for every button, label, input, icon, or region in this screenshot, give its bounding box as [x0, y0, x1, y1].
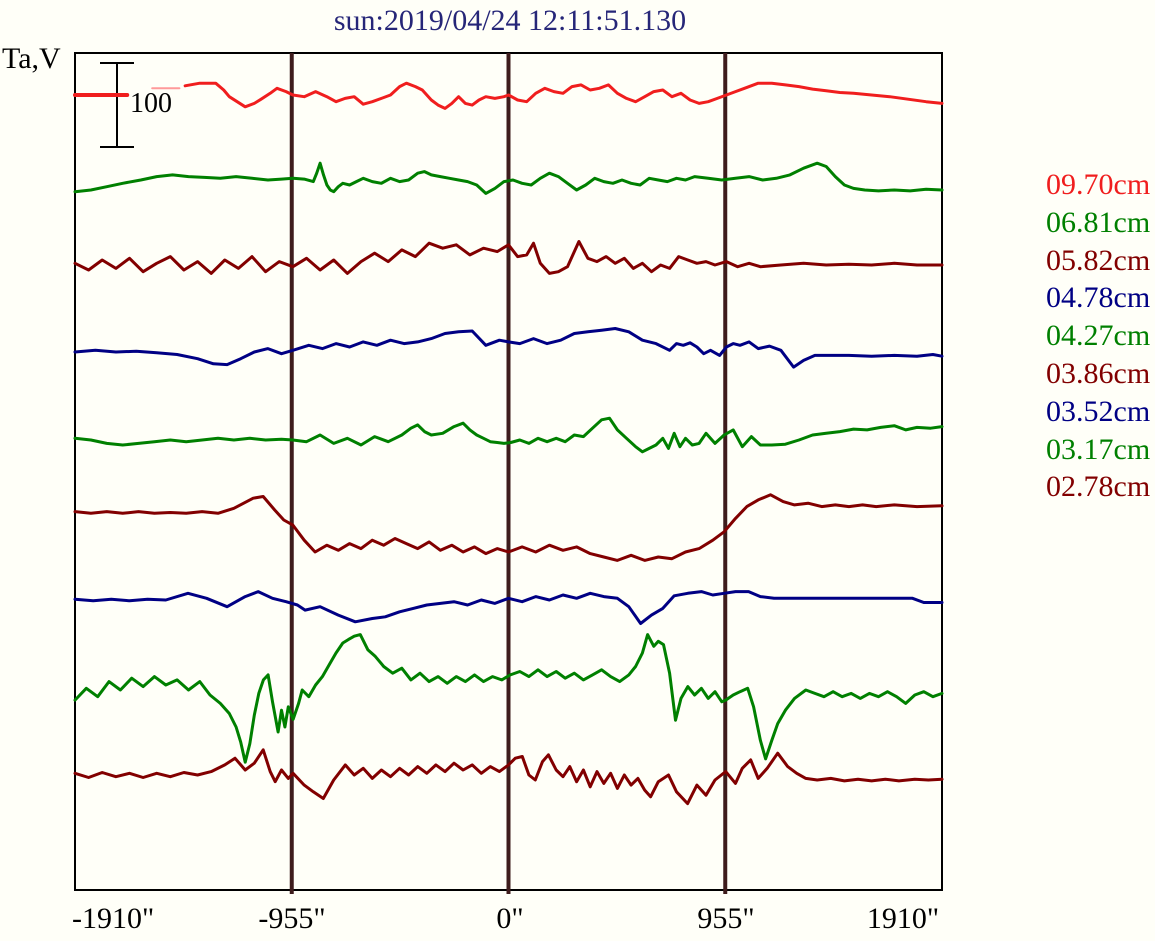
trace-03.52cm: [73, 590, 944, 625]
legend-item-wavelength: 06.81cm: [1046, 205, 1151, 239]
trace-09.70cm: [183, 81, 944, 110]
legend-item-wavelength: 09.70cm: [1046, 168, 1151, 201]
scale-bar-label: 100: [130, 88, 172, 119]
legend-item-wavelength: 03.17cm: [1046, 432, 1151, 466]
wavelength-legend: 09.70cm 06.81cm 05.82cm 04.78cm 04.27cm …: [1046, 166, 1150, 506]
legend-item-wavelength: 04.78cm: [1046, 281, 1151, 315]
trace-05.82cm: [73, 240, 944, 275]
x-tick-label-1910: 1910": [866, 902, 940, 935]
legend-item-wavelength: 02.78cm: [1046, 470, 1151, 504]
legend-item-wavelength: 04.27cm: [1046, 319, 1151, 353]
trace-03.17cm: [73, 633, 944, 764]
trace-06.81cm: [73, 161, 944, 195]
plot-title: sun:2019/04/24 12:11:51.130: [333, 4, 687, 37]
x-tick-label-neg955: -955": [258, 902, 326, 935]
legend-item-wavelength: 05.82cm: [1046, 243, 1151, 277]
legend-item-wavelength: 03.86cm: [1046, 356, 1151, 390]
y-axis-label: Ta,V: [2, 42, 61, 75]
x-tick-label-955: 955": [697, 902, 755, 935]
trace-04.27cm: [73, 416, 944, 454]
legend-item-wavelength: 03.52cm: [1046, 394, 1151, 428]
trace-04.78cm: [73, 327, 944, 369]
x-tick-label-neg1910: -1910": [72, 902, 155, 935]
trace-02.78cm: [73, 748, 944, 806]
x-tick-label-0: 0": [496, 902, 524, 935]
trace-03.86cm: [73, 493, 944, 562]
